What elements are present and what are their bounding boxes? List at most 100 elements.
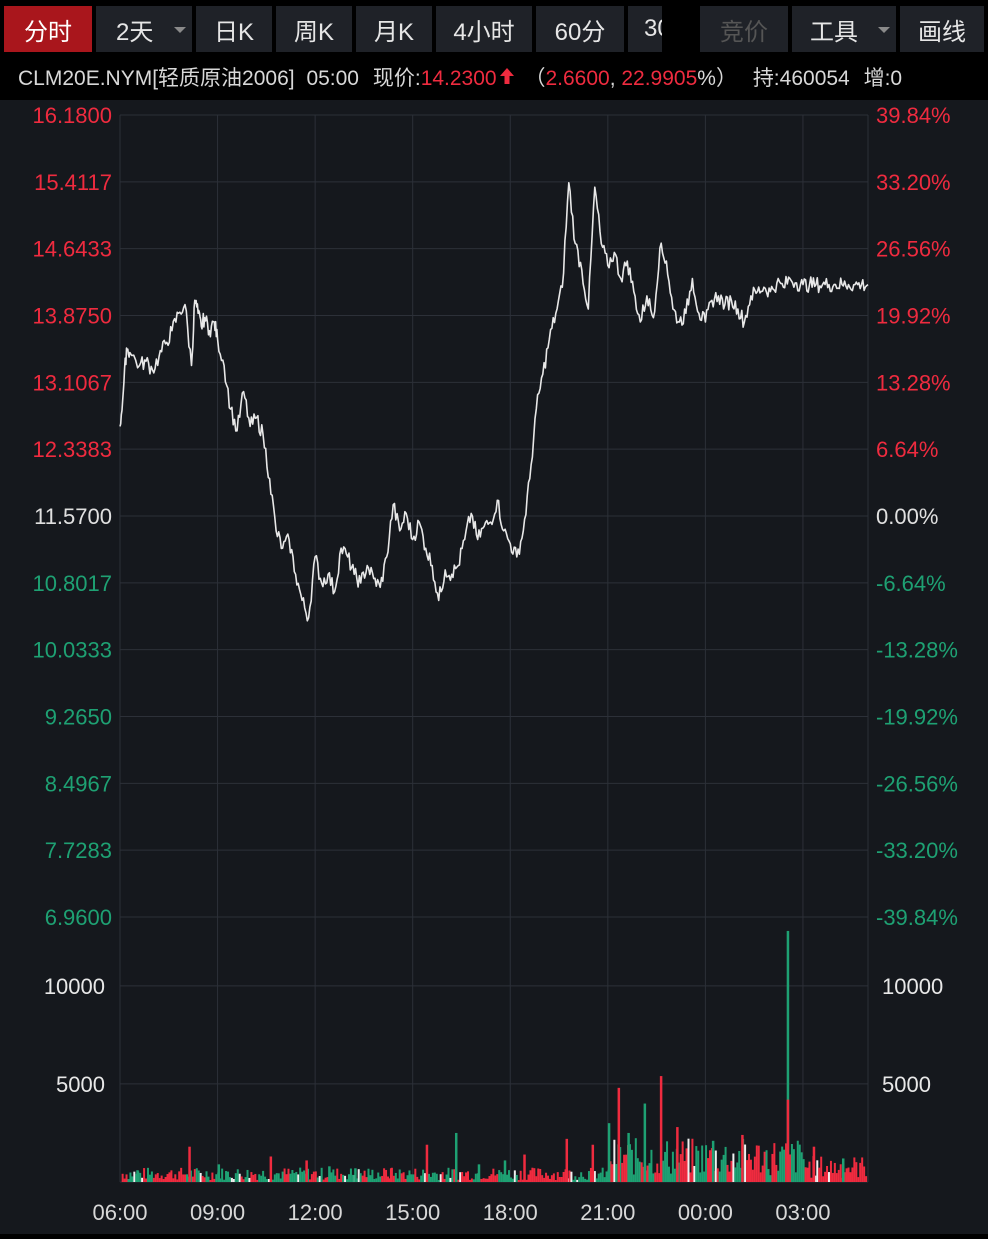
volume-bar bbox=[209, 1179, 212, 1182]
volume-bar bbox=[226, 1171, 229, 1182]
volume-bar bbox=[527, 1174, 530, 1182]
tab-4hour[interactable]: 4小时 bbox=[436, 6, 532, 52]
volume-bar bbox=[375, 1178, 378, 1182]
tools-dropdown[interactable]: 工具 bbox=[792, 6, 896, 52]
volume-bar bbox=[529, 1170, 532, 1182]
volume-bar bbox=[322, 1179, 325, 1182]
percent-tick-label: 6.64% bbox=[876, 437, 938, 462]
volume-bar bbox=[593, 1171, 596, 1182]
volume-bar bbox=[492, 1168, 495, 1182]
volume-bar bbox=[305, 1160, 308, 1182]
volume-bar bbox=[125, 1174, 128, 1182]
volume-bar bbox=[188, 1146, 191, 1182]
volume-bar bbox=[207, 1176, 210, 1182]
time-tick-label: 15:00 bbox=[385, 1200, 440, 1225]
price-line-layer bbox=[119, 182, 869, 622]
volume-bar bbox=[347, 1174, 350, 1182]
volume-bar bbox=[127, 1179, 130, 1182]
volume-bar bbox=[509, 1177, 512, 1182]
tab-daily-k[interactable]: 日K bbox=[196, 6, 272, 52]
volume-bar bbox=[246, 1169, 249, 1182]
volume-bar bbox=[439, 1174, 442, 1182]
volume-bar bbox=[595, 1178, 598, 1182]
volume-bar bbox=[708, 1150, 711, 1182]
volume-bar bbox=[420, 1175, 423, 1182]
price-tick-label: 10.0333 bbox=[32, 638, 112, 663]
volume-tick-label: 10000 bbox=[882, 974, 943, 999]
volume-bar bbox=[630, 1149, 633, 1182]
volume-tick-label: 5000 bbox=[56, 1072, 105, 1097]
volume-bar bbox=[307, 1168, 309, 1182]
volume-bar bbox=[664, 1151, 667, 1182]
tab-30min[interactable]: 30 bbox=[628, 6, 662, 52]
volume-bar bbox=[802, 1159, 805, 1182]
current-price: 14.2300 bbox=[420, 67, 497, 90]
volume-bar bbox=[344, 1175, 347, 1182]
price-axis-left: 16.1800 15.4117 14.6433 13.8750 13.1067 12.33… bbox=[32, 103, 112, 930]
volume-bar bbox=[673, 1168, 676, 1182]
tab-draw-line[interactable]: 画线 bbox=[900, 6, 984, 52]
volume-bar bbox=[741, 1134, 744, 1182]
volume-bar bbox=[568, 1170, 571, 1182]
volume-bar bbox=[794, 1172, 797, 1182]
volume-bar bbox=[338, 1178, 341, 1182]
volume-bar bbox=[262, 1170, 265, 1182]
volume-bar bbox=[687, 1138, 690, 1182]
volume-bar bbox=[425, 1144, 429, 1182]
tab-monthly-k[interactable]: 月K bbox=[356, 6, 432, 52]
percent-tick-label: -19.92% bbox=[876, 705, 958, 730]
volume-bar bbox=[256, 1179, 259, 1182]
volume-bar bbox=[283, 1168, 286, 1182]
volume-bar bbox=[720, 1159, 723, 1182]
volume-bar bbox=[650, 1149, 653, 1182]
volume-bar bbox=[693, 1165, 696, 1182]
volume-bar bbox=[769, 1175, 772, 1182]
volume-bar bbox=[398, 1169, 401, 1182]
period-toolbar: 分时 2天 日K 周K 月K 4小时 60分 30 竞价 工具 画线 bbox=[0, 0, 988, 56]
volume-bar bbox=[433, 1172, 436, 1182]
quote-bar: CLM20E.NYM[轻质原油2006] 05:00 现价:14.2300 （2… bbox=[0, 58, 988, 100]
tab-intraday[interactable]: 分时 bbox=[4, 6, 92, 52]
time-tick-label: 03:00 bbox=[775, 1200, 830, 1225]
percent-tick-label: -33.20% bbox=[876, 838, 958, 863]
volume-bar bbox=[203, 1177, 206, 1182]
volume-bar bbox=[285, 1174, 288, 1182]
volume-bar bbox=[537, 1168, 540, 1182]
volume-bar bbox=[363, 1170, 366, 1182]
volume-tick-label: 5000 bbox=[882, 1072, 931, 1097]
volume-bar bbox=[643, 1103, 647, 1182]
volume-bar bbox=[535, 1176, 538, 1182]
volume-bar bbox=[254, 1173, 257, 1182]
volume-bar bbox=[531, 1167, 534, 1182]
up-arrow-icon bbox=[499, 58, 515, 100]
percent-tick-label: 39.84% bbox=[876, 103, 951, 128]
volume-bar bbox=[297, 1174, 300, 1182]
volume-bar bbox=[342, 1174, 345, 1182]
volume-bar bbox=[543, 1177, 546, 1182]
tab-auction[interactable]: 竞价 bbox=[700, 6, 788, 52]
volume-bar bbox=[751, 1169, 754, 1182]
volume-bar bbox=[184, 1174, 187, 1182]
volume-bar bbox=[180, 1167, 183, 1182]
volume-bar bbox=[131, 1176, 134, 1182]
tab-60min[interactable]: 60分 bbox=[536, 6, 624, 52]
price-tick-label: 6.9600 bbox=[45, 905, 112, 930]
volume-bar bbox=[796, 1140, 799, 1182]
volume-bar bbox=[640, 1162, 643, 1182]
price-tick-label: 11.5700 bbox=[34, 504, 112, 529]
volume-bar bbox=[617, 1087, 621, 1182]
volume-bar bbox=[683, 1160, 686, 1182]
volume-bar bbox=[859, 1162, 862, 1182]
tab-weekly-k[interactable]: 周K bbox=[276, 6, 352, 52]
intraday-chart[interactable]: 16.1800 15.4117 14.6433 13.8750 13.1067 12.33… bbox=[0, 100, 988, 1234]
volume-bar bbox=[806, 1167, 809, 1182]
volume-bar bbox=[707, 1158, 710, 1182]
volume-bar bbox=[761, 1165, 764, 1182]
percent-tick-label: -13.28% bbox=[876, 638, 958, 663]
tab-2day[interactable]: 2天 bbox=[96, 6, 192, 52]
percent-tick-label: 13.28% bbox=[876, 370, 951, 395]
volume-bar bbox=[176, 1179, 179, 1182]
volume-bar bbox=[299, 1167, 302, 1182]
volume-bar bbox=[427, 1173, 430, 1182]
volume-bar bbox=[839, 1164, 842, 1182]
